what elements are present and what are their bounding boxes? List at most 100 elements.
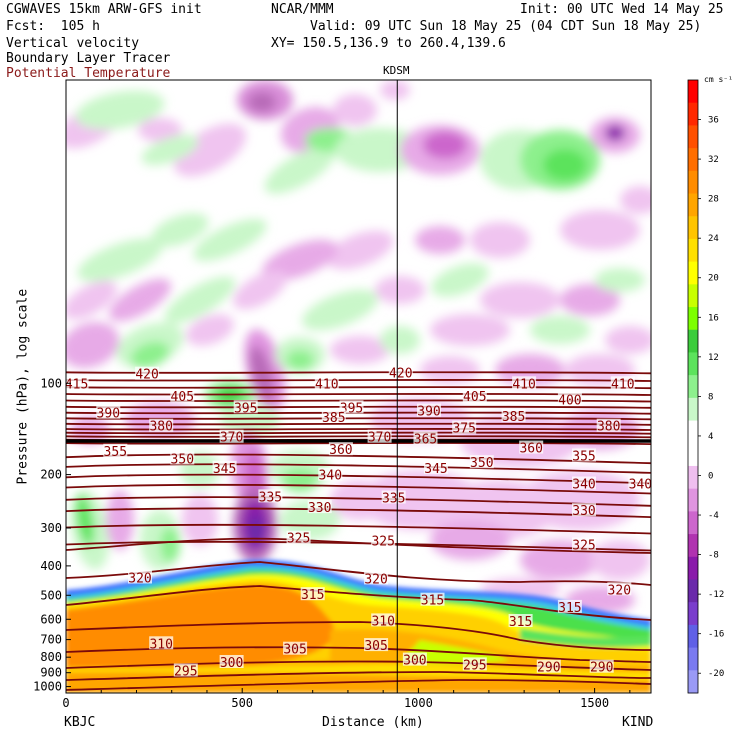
theta-label: 325 (287, 532, 310, 547)
x-axis-title: Distance (km) (322, 715, 424, 730)
theta-label-bg (596, 418, 621, 432)
plot-frame (65, 79, 652, 694)
theta-label: 315 (301, 588, 324, 603)
isentrope (66, 671, 651, 681)
y-tick-label: 700 (40, 633, 62, 647)
colorbar-swatch (688, 284, 698, 308)
theta-label: 340 (629, 478, 652, 493)
theta-label-bg (371, 613, 396, 627)
theta-label-bg (219, 429, 244, 443)
init-time: Init: 00 UTC Wed 14 May 25 (520, 2, 724, 17)
colorbar-label: -20 (708, 669, 724, 679)
isentrope (66, 371, 651, 375)
theta-label-bg (607, 582, 632, 596)
w-blob (530, 316, 590, 344)
theta-label-bg (628, 476, 651, 490)
isentrope (66, 523, 651, 535)
theta-label: 370 (220, 431, 243, 446)
theta-label: 330 (572, 504, 595, 519)
theta-label-bg (321, 409, 346, 423)
x-axis-ticks: 0 500 1000 1500 (62, 688, 631, 710)
colorbar-label: 16 (708, 313, 719, 323)
y-tick-label: 200 (40, 468, 62, 482)
isentrope (66, 405, 651, 409)
theta-label-bg (135, 366, 160, 380)
theta-label-bg (364, 638, 389, 652)
y-tick-label: 400 (40, 559, 62, 573)
colorbar-label: 24 (708, 234, 719, 244)
theta-label-bg (307, 500, 332, 514)
theta-label-bg (103, 443, 128, 457)
theta-label-bg (512, 376, 537, 390)
y-tick-label: 1000 (33, 680, 62, 694)
theta-label: 320 (128, 572, 151, 587)
colorbar-swatch (688, 670, 698, 694)
colorbar-label: 8 (708, 392, 713, 402)
w-blob (160, 527, 180, 563)
theta-label: 380 (149, 420, 172, 435)
theta-label-bg (519, 440, 544, 454)
colorbar-swatch (688, 556, 698, 580)
w-blob (108, 278, 172, 322)
theta-label: 325 (371, 535, 394, 550)
y-tick-label: 500 (40, 588, 62, 602)
field-vertical-velocity: Vertical velocity (6, 36, 140, 51)
w-blob (186, 314, 234, 346)
w-blob (370, 398, 470, 442)
org-label: NCAR/MMM (271, 2, 334, 17)
y-tick-label: 600 (40, 612, 62, 626)
colorbar-swatch (688, 238, 698, 263)
w-blob (560, 284, 620, 316)
colorbar-label: -16 (708, 630, 724, 640)
w-blob (66, 280, 117, 320)
colorbar-swatch (688, 534, 698, 558)
isentrope (66, 496, 651, 507)
theta-label-bg (572, 448, 596, 462)
theta-label: 340 (319, 469, 342, 484)
w-blob (415, 226, 465, 254)
theta-label: 315 (558, 601, 581, 616)
colorbar-label: -4 (708, 511, 719, 521)
colorbar-swatch (688, 102, 698, 126)
colorbar: 36 32 28 24 20 16 12 8 4 0 -4 -8 -12 -16 -20 (687, 79, 724, 694)
w-blob (380, 80, 410, 100)
isentrope (66, 392, 651, 396)
colorbar-label: 0 (708, 471, 713, 481)
theta-label: 405 (463, 390, 486, 405)
colorbar-swatch (688, 193, 698, 217)
w-blob (75, 494, 95, 546)
colorbar-swatch (688, 465, 698, 490)
theta-label: 375 (452, 422, 475, 437)
w-blob (380, 326, 420, 354)
colorbar-swatch (688, 602, 698, 626)
marker-station-label: KDSM (383, 64, 410, 77)
w-blob (248, 92, 276, 112)
theta-label-bg (128, 570, 152, 584)
theta-label: 330 (308, 501, 331, 516)
theta-label: 315 (421, 594, 444, 609)
theta-label: 360 (329, 443, 352, 458)
theta-label: 295 (174, 665, 197, 680)
theta-label-bg (452, 420, 477, 434)
colorbar-swatch (688, 420, 698, 444)
theta-label: 300 (220, 656, 243, 671)
w-blob (262, 239, 338, 281)
w-blob (302, 289, 378, 331)
w-blob (138, 118, 182, 142)
w-blob (151, 213, 209, 247)
theta-label: 325 (572, 539, 595, 554)
theta-label-bg (462, 388, 487, 402)
colorbar-swatch (688, 125, 698, 149)
theta-label-bg (149, 418, 174, 432)
theta-label-bg (170, 388, 195, 402)
valid-time: Valid: 09 UTC Sun 18 May 25 (04 CDT Sun … (310, 19, 702, 34)
theta-label: 420 (135, 368, 158, 383)
w-blob (470, 222, 530, 258)
theta-label-bg (572, 503, 596, 517)
colorbar-swatch (688, 307, 698, 331)
theta-label: 370 (368, 431, 391, 446)
isentrope (66, 427, 651, 431)
theta-label: 355 (572, 450, 595, 465)
theta-label: 350 (470, 456, 493, 471)
theta-label-bg (318, 467, 343, 481)
